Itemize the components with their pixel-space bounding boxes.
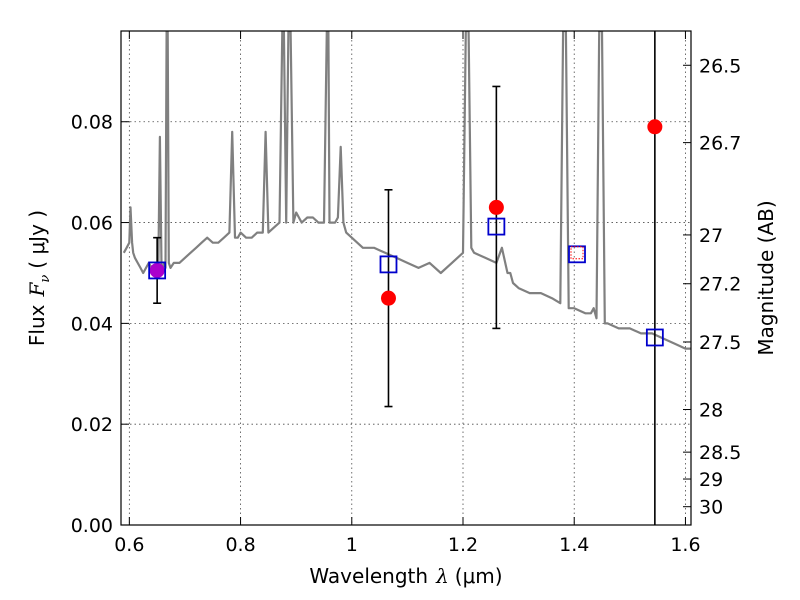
model-point — [487, 217, 506, 236]
x-tick-label: 0.6 — [114, 534, 144, 556]
y2-axis-ticks: 26.5 26.7 27 27.2 27.5 28 28.5 29 30 — [683, 55, 741, 519]
observed-point — [570, 246, 584, 260]
model-point — [148, 261, 167, 280]
y2-tick-label: 28.5 — [699, 442, 741, 464]
y2-tick-label: 27.2 — [699, 274, 741, 296]
x-axis-ticks: 0.6 0.8 1 1.2 1.4 1.6 — [114, 31, 701, 556]
y-tick-label: 0.08 — [71, 112, 113, 134]
y-tick-label: 0.00 — [71, 515, 113, 537]
y2-tick-label: 30 — [699, 497, 723, 519]
y-tick-label: 0.04 — [71, 313, 113, 335]
y2-tick-label: 27 — [699, 225, 723, 247]
x-tick-label: 1.2 — [448, 534, 478, 556]
observed-point — [488, 199, 504, 215]
y-tick-label: 0.06 — [71, 213, 113, 235]
y2-tick-label: 28 — [699, 400, 723, 422]
x-tick-label: 0.8 — [225, 534, 255, 556]
y-tick-label: 0.02 — [71, 414, 113, 436]
observed-point — [380, 290, 396, 306]
y-axis-ticks: 0.00 0.02 0.04 0.06 0.08 — [71, 112, 129, 537]
x-tick-label: 1 — [346, 534, 358, 556]
y-axis-title: FluxFν( μJy ) — [25, 210, 53, 346]
y2-axis-title: Magnitude (AB) — [754, 200, 778, 355]
x-tick-label: 1.4 — [559, 534, 589, 556]
y2-tick-label: 29 — [699, 469, 723, 491]
plot-frame — [120, 30, 692, 526]
y2-tick-label: 27.5 — [699, 332, 741, 354]
x-tick-label: 1.6 — [670, 534, 700, 556]
y2-tick-label: 26.7 — [699, 133, 741, 155]
x-axis-title: Wavelength λ (μm) — [309, 564, 502, 588]
observed-point — [149, 262, 165, 278]
model-points-layer — [148, 217, 664, 347]
y2-tick-label: 26.5 — [699, 55, 741, 77]
model-point — [379, 255, 398, 274]
observed-points-layer — [149, 119, 663, 306]
model-point — [645, 328, 664, 347]
observed-point — [647, 119, 663, 135]
